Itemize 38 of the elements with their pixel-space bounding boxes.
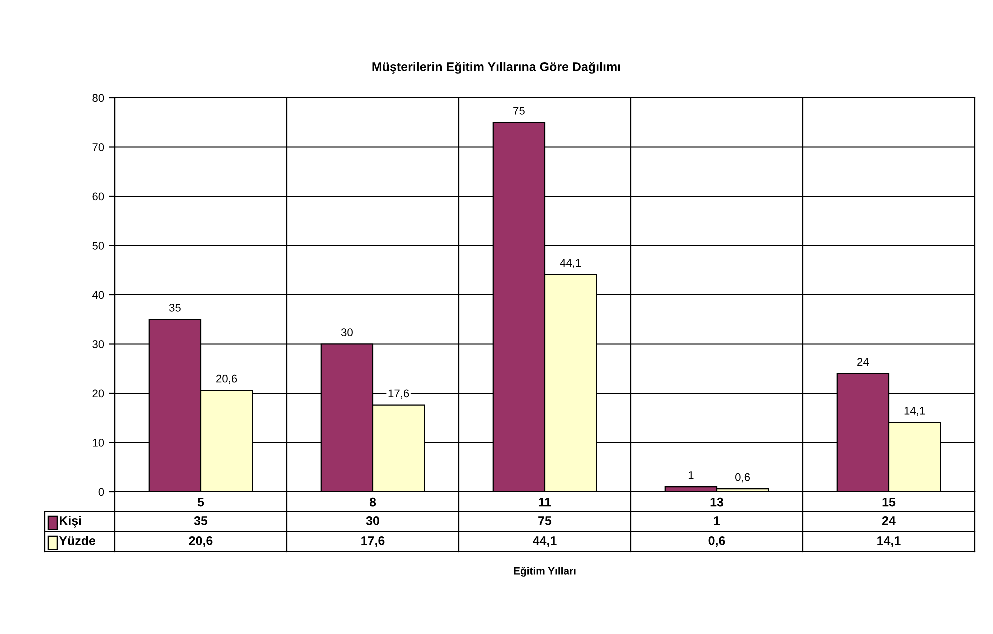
y-tick-label: 50 [92,242,104,250]
x-tick-label: 11 [539,498,552,507]
data-label: 30 [366,516,380,526]
data-label: 20,6 [189,536,213,548]
text: 0,6 [736,473,750,483]
y-tick-label: 70 [92,144,104,152]
data-label: 44,1 [533,536,557,548]
text: 24 [858,358,870,366]
data-label: 14,1 [878,536,901,548]
y-tick-label: 20 [92,390,104,398]
data-label: 24 [882,516,896,526]
text: 14,1 [904,407,926,416]
text: 17,6 [388,390,410,399]
x-tick-label: 5 [198,498,204,507]
text: 20,6 [216,374,238,384]
chart-title: Müşterilerin Eğitim Yıllarına Göre Dağılımı [372,62,620,74]
legend-label: Kişi [60,516,82,528]
y-tick-label: 10 [93,439,104,447]
x-tick-label: 13 [710,498,724,507]
data-label: 75 [538,516,552,526]
x-tick-label: 15 [882,498,896,507]
text: Eğitim Yılları [514,567,576,577]
x-tick-label: 8 [370,498,376,507]
y-tick-label: 80 [92,94,104,102]
y-tick-label: 30 [92,340,104,348]
text: 30 [341,328,353,336]
data-label: 35 [194,516,208,526]
data-label: 0,6 [708,536,726,548]
legend-label: Yüzde [59,536,96,546]
y-tick-label: 60 [92,192,104,201]
text: 35 [169,304,181,312]
y-tick-label: 40 [92,291,104,300]
text: 44,1 [560,259,582,268]
text: 75 [514,107,525,115]
text: 1 [688,472,694,480]
data-label: 1 [714,516,720,526]
data-label: 17,6 [362,536,385,548]
y-tick-label: 0 [98,488,104,496]
